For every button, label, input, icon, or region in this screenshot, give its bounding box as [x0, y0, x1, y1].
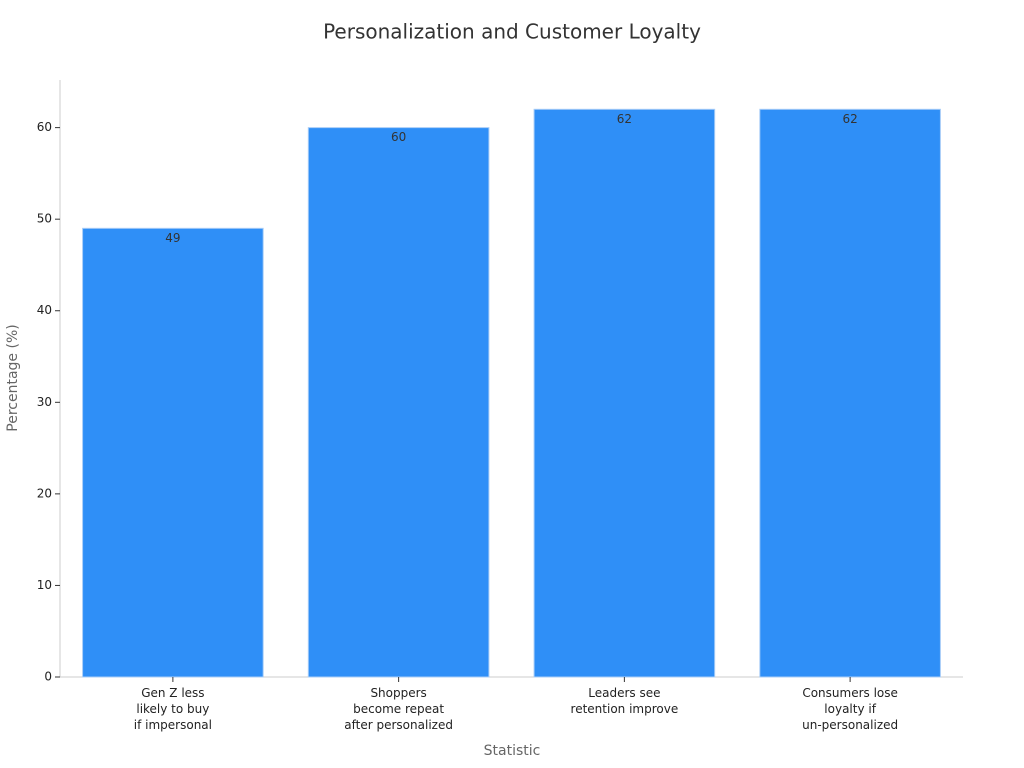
x-tick-label: Leaders see retention improve — [571, 686, 679, 716]
y-tick-label: 10 — [37, 578, 52, 592]
bar — [759, 108, 941, 678]
chart-title: Personalization and Customer Loyalty — [323, 20, 701, 44]
y-axis-label: Percentage (%) — [5, 324, 21, 431]
value-label: 62 — [617, 112, 632, 126]
value-label: 60 — [391, 130, 406, 144]
bar — [307, 127, 490, 678]
x-tick-label: Gen Z less likely to buy if impersonal — [134, 686, 212, 732]
y-tick-label: 0 — [44, 670, 52, 684]
value-label: 49 — [165, 231, 180, 245]
value-label: 62 — [842, 112, 857, 126]
y-tick-label: 20 — [37, 486, 52, 500]
y-tick-label: 60 — [37, 120, 52, 134]
x-tick-label: Shoppers become repeat after personalized — [344, 686, 453, 732]
y-tick-label: 40 — [37, 303, 52, 317]
y-tick-label: 50 — [37, 212, 52, 226]
x-axis-label: Statistic — [484, 743, 541, 759]
x-tick-label: Consumers lose loyalty if un-personalized — [802, 686, 898, 732]
y-tick-label: 30 — [37, 395, 52, 409]
bar — [82, 227, 264, 678]
bar — [533, 108, 716, 678]
